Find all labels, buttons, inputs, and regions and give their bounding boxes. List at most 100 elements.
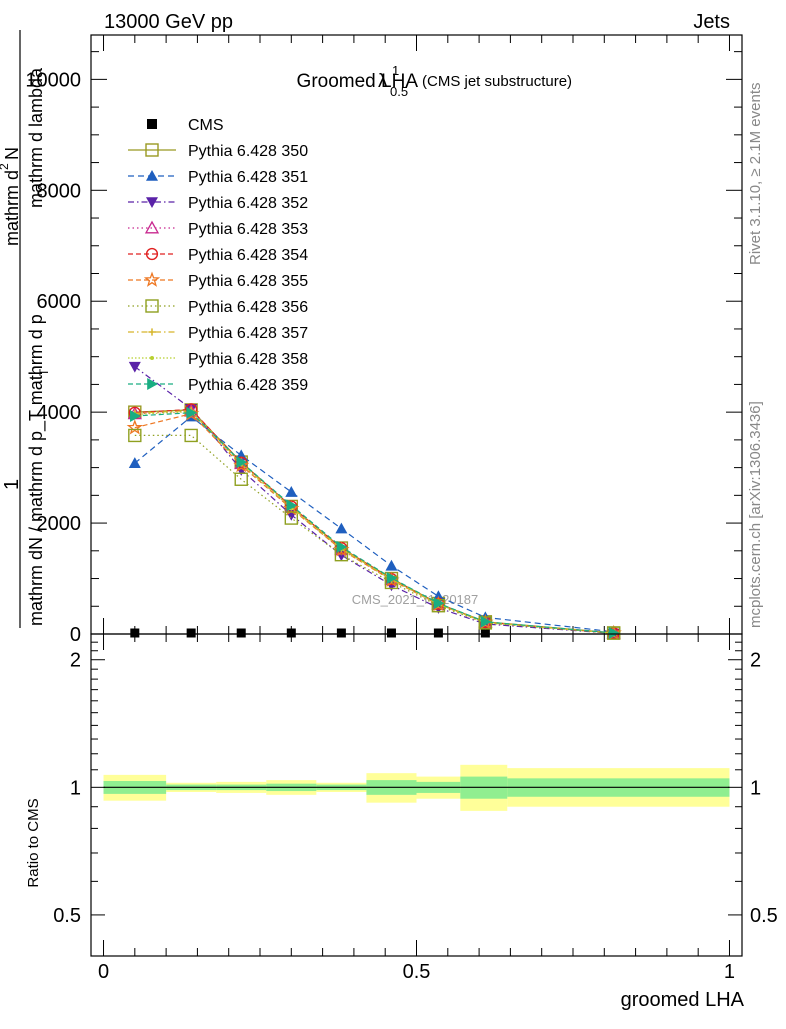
legend-item: Pythia 6.428 355 [128,271,308,290]
legend-item: Pythia 6.428 353 [128,220,308,238]
ylabel-numerator-sup: 2 [0,163,11,170]
ylabel-numerator-n: N [2,147,22,160]
marker [336,540,348,553]
main-ytick-label: 6000 [37,291,82,313]
legend-label: Pythia 6.428 354 [188,247,308,264]
marker [284,511,299,525]
legend-label: Pythia 6.428 358 [188,351,308,368]
ylabel-one: 1 [1,479,23,490]
marker [150,356,154,360]
marker [236,456,248,469]
marker [145,143,159,157]
marker [148,328,156,336]
marker [433,597,445,610]
title-symbol: λ [378,71,388,92]
ylabel-denominator-sub: T [37,368,51,376]
legend-label: Pythia 6.428 356 [188,299,308,316]
legend-label: Pythia 6.428 359 [188,377,308,394]
series-line [134,408,614,634]
legend-item: CMS [147,117,224,134]
marker [128,428,142,443]
marker [147,378,158,390]
marker [480,615,492,628]
ratio-ytick-label-right: 0.5 [750,905,778,927]
legend-label: Pythia 6.428 352 [188,195,308,212]
marker [186,628,196,638]
marker [386,628,396,638]
rivet-label: Rivet 3.1.10, ≥ 2.1M events [747,83,764,266]
main-ylabel: 1 mathrm dN / mathrm d p_T mathrm d p T … [0,30,51,628]
legend-item: Pythia 6.428 357 [128,325,308,342]
main-ytick-label: 0 [70,624,81,646]
mcplots-label: mcplots.cern.ch [arXiv:1306.3436] [747,401,764,628]
marker [286,628,296,638]
main-ytick-label: 8000 [37,180,82,202]
marker [126,419,143,435]
legend-label: Pythia 6.428 350 [188,143,308,160]
legend-label: Pythia 6.428 357 [188,325,308,342]
ratio-ytick-label-left: 2 [70,650,81,672]
title-subscript: 0.5 [390,84,408,99]
ylabel-denominator-tail: mathrm d lambda [26,67,46,208]
series-pythia-6-428-356 [128,428,621,640]
marker [234,472,248,486]
marker [336,628,346,638]
series-pythia-6-428-359 [130,406,620,640]
marker [130,628,140,638]
marker [128,457,141,468]
legend: CMS Pythia 6.428 350 Pythia 6.428 351 Pythi… [128,117,308,394]
marker [146,197,158,208]
main-ytick-label: 4000 [37,402,82,424]
marker [285,486,298,497]
xtick-label: 0 [98,961,109,983]
marker [386,571,398,584]
marker [145,247,159,261]
xtick-label: 1 [724,961,735,983]
marker [146,170,158,181]
x-axis-label: groomed LHA [621,989,745,1011]
analysis-watermark: CMS_2021_I1920187 [352,592,479,607]
marker [335,522,348,534]
ylabel-denominator: mathrm dN / mathrm d p_T mathrm d p [26,314,47,626]
marker [236,628,246,638]
legend-label: Pythia 6.428 351 [188,169,308,186]
category-label: Jets [693,11,730,33]
marker [286,499,298,512]
legend-label: Pythia 6.428 355 [188,273,308,290]
legend-item: Pythia 6.428 356 [128,299,308,316]
series-line [134,434,614,634]
marker [143,271,161,287]
ratio-ytick-label-right: 1 [750,777,761,799]
marker [147,119,157,129]
title-text: Groomed LHA [297,71,419,92]
marker [145,299,159,313]
main-ytick-label: 2000 [37,513,82,535]
energy-label: 13000 GeV pp [104,11,233,33]
legend-item: Pythia 6.428 354 [128,247,308,264]
marker [184,428,198,443]
legend-item: Pythia 6.428 358 [128,351,308,368]
marker [480,628,490,638]
series-cms [130,628,619,638]
marker [608,627,620,640]
legend-item: Pythia 6.428 359 [128,377,308,394]
legend-label: Pythia 6.428 353 [188,221,308,238]
main-title: Groomed LHA λ 1 0.5 (CMS jet substructur… [297,63,573,99]
title-superscript: 1 [392,63,399,78]
marker [385,559,398,571]
marker [186,406,198,419]
legend-item: Pythia 6.428 351 [128,169,308,186]
ratio-ytick-label-right: 2 [750,650,761,672]
ratio-ytick-label-left: 0.5 [53,905,81,927]
title-note: (CMS jet substructure) [422,73,572,90]
legend-label: CMS [188,117,224,134]
marker [433,628,443,638]
legend-item: Pythia 6.428 352 [128,195,308,212]
ratio-panel: 0.5 0.5 1 1 2 2 0 0.5 1 [53,633,778,983]
legend-item: Pythia 6.428 350 [128,143,308,160]
main-panel: 0 2000 4000 6000 8000 10000 [25,34,743,646]
ylabel-numerator: mathrm d [2,170,22,246]
marker [144,220,160,234]
